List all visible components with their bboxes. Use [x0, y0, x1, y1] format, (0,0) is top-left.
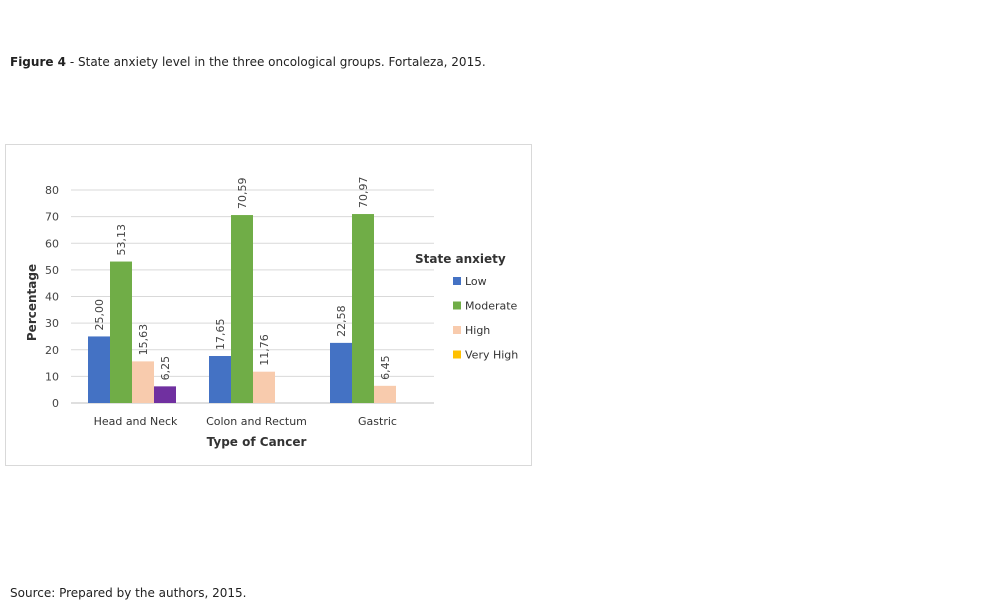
- x-axis-title: Type of Cancer: [207, 435, 307, 449]
- data-label: 70,59: [236, 178, 249, 210]
- bar-low: [330, 342, 352, 403]
- y-tick-label: 0: [52, 397, 59, 410]
- data-label: 25,00: [93, 299, 106, 331]
- bar-very-high: [154, 386, 176, 403]
- data-label: 11,76: [258, 334, 271, 366]
- y-tick-label: 60: [45, 237, 59, 250]
- bar-low: [88, 336, 110, 403]
- x-tick-label: Gastric: [358, 415, 397, 428]
- y-tick-label: 30: [45, 317, 59, 330]
- bar-low: [209, 356, 231, 403]
- data-label: 22,58: [335, 305, 348, 337]
- legend-label: Very High: [465, 349, 518, 362]
- legend-label: High: [465, 324, 490, 337]
- bar-moderate: [352, 214, 374, 403]
- data-label: 70,97: [357, 177, 370, 209]
- figure-label: Figure 4: [10, 55, 67, 69]
- chart-frame: 0 10 20 30 40 50 60 70 80 25,00 53,13 15,63 6,25 Head…: [5, 144, 532, 466]
- bar-moderate: [110, 261, 132, 403]
- bar-high: [253, 371, 275, 403]
- y-tick-label: 10: [45, 370, 59, 383]
- legend-label: Low: [465, 275, 487, 288]
- legend-label: Moderate: [465, 300, 518, 313]
- source-note: Source: Prepared by the authors, 2015.: [10, 586, 247, 600]
- caption-text: State anxiety level in the three oncolog…: [78, 55, 486, 69]
- legend-swatch: [453, 301, 461, 310]
- legend-swatch: [453, 326, 461, 334]
- y-tick-label: 80: [45, 184, 59, 197]
- figure-caption: Figure 4 - State anxiety level in the th…: [10, 55, 486, 69]
- y-tick-label: 50: [45, 264, 59, 277]
- x-tick-label: Colon and Rectum: [206, 415, 307, 428]
- x-tick-label: Head and Neck: [94, 415, 178, 428]
- data-label: 6,45: [379, 355, 392, 380]
- data-label: 15,63: [137, 324, 150, 356]
- y-tick-label: 20: [45, 344, 59, 357]
- y-axis-title: Percentage: [25, 264, 39, 341]
- bar-moderate: [231, 215, 253, 403]
- y-tick-label: 40: [45, 291, 59, 304]
- data-label: 6,25: [159, 356, 172, 381]
- legend-swatch: [453, 277, 461, 285]
- bar-high: [374, 385, 396, 403]
- y-tick-label: 70: [45, 211, 59, 224]
- bar-high: [132, 361, 154, 403]
- legend-title: State anxiety: [415, 252, 506, 266]
- bar-chart: 0 10 20 30 40 50 60 70 80 25,00 53,13 15,63 6,25 Head…: [25, 177, 518, 449]
- legend-swatch: [453, 350, 461, 359]
- data-label: 17,65: [214, 319, 227, 351]
- data-label: 53,13: [115, 224, 128, 256]
- caption-separator: -: [66, 55, 78, 69]
